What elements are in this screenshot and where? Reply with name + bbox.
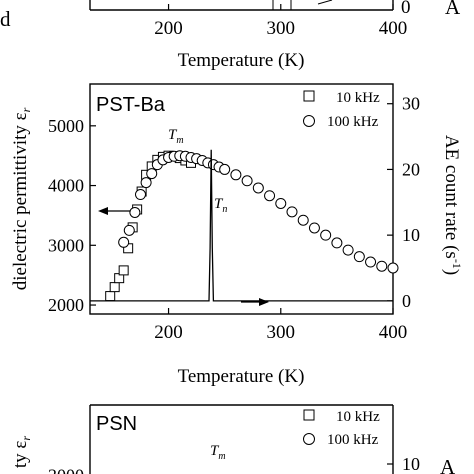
point-100khz-29 <box>342 244 354 256</box>
main-panel-y2-ticks: 0 10 20 30 <box>387 94 420 311</box>
main-panel-frame <box>89 83 394 315</box>
point-100khz-21 <box>252 182 264 194</box>
point-100khz-28 <box>331 237 343 249</box>
main-y-tick-label-0: 2000 <box>48 295 84 315</box>
main-panel: 2000 3000 4000 5000 0 10 20 30 200 300 400 PST-B… <box>10 83 464 387</box>
bottom-legend-marker-100khz <box>303 433 315 445</box>
point-100khz-31 <box>365 256 377 268</box>
bottom-y2-tick-label-0: 10 <box>402 454 420 474</box>
legend-entry-100khz: 100 kHz <box>327 114 379 130</box>
main-panel-y2label-text: AE count rate (s <box>441 135 462 259</box>
point-10khz-0 <box>105 291 116 302</box>
ae-count-rate-line <box>90 149 393 302</box>
top-panel-x-ticks: 200 300 400 <box>154 4 407 39</box>
annotation-tn-letter: T <box>214 196 224 212</box>
main-y2-tick-label-0: 0 <box>402 291 411 311</box>
main-panel-ylabel-subscript: r <box>19 107 33 112</box>
point-10khz-1 <box>109 282 120 293</box>
legend-entry-10khz: 10 kHz <box>336 90 380 106</box>
point-100khz-27 <box>320 229 332 241</box>
point-100khz-22 <box>264 190 276 202</box>
main-x-tick-label-2: 400 <box>379 322 408 343</box>
bottom-panel-y2label-fragment: A <box>440 455 456 474</box>
main-panel-ylabel-text: dielectric permittivity ε <box>10 112 31 290</box>
point-100khz-18 <box>219 163 231 175</box>
point-100khz-19 <box>230 169 242 181</box>
main-panel-y2label: AE count rate (s-1) <box>441 135 464 275</box>
main-x-tick-label-0: 200 <box>154 322 183 343</box>
main-panel-y-ticks: 2000 3000 4000 5000 <box>48 116 96 315</box>
bottom-panel-ylabel-text: ty ε <box>10 441 31 469</box>
main-y-tick-label-3: 5000 <box>48 116 84 136</box>
main-panel-data-points <box>105 150 399 302</box>
top-panel-xlabel: Temperature (K) <box>178 50 305 71</box>
bottom-panel-ylabel-fragment: ty εr <box>10 436 33 469</box>
point-100khz-24 <box>286 206 298 218</box>
main-panel-ylabel: dielectric permittivity εr <box>10 107 33 290</box>
right-axis-arrow <box>241 298 269 306</box>
left-axis-arrow <box>98 207 130 215</box>
main-x-tick-label-1: 300 <box>267 322 296 343</box>
point-100khz-2 <box>129 206 141 218</box>
bottom-annotation-tm: Tm <box>210 443 226 462</box>
point-100khz-26 <box>308 222 320 234</box>
main-y2-tick-label-2: 20 <box>402 159 420 179</box>
point-100khz-0 <box>118 236 130 248</box>
top-panel-ylabel-fragment: d <box>0 7 11 31</box>
point-100khz-4 <box>140 177 152 189</box>
bottom-y-tick-label-0: 3000 <box>48 465 84 474</box>
bottom-panel-ylabel-subscript: r <box>19 436 33 441</box>
annotation-tm: Tm <box>168 127 184 146</box>
top-x-tick-label-0: 200 <box>154 18 183 39</box>
bottom-panel: 3000 10 PSN 10 kHz 100 kHz Tm ty εr A <box>10 404 456 474</box>
annotation-tm-letter: T <box>168 127 178 143</box>
bottom-legend-marker-10khz <box>303 409 315 421</box>
top-panel-y2label-fragment: A <box>445 0 461 19</box>
top-panel-right-tick-label: 0 <box>401 0 411 18</box>
top-x-tick-label-1: 300 <box>267 18 296 39</box>
bottom-annotation-tm-subscript: m <box>218 451 225 462</box>
bottom-annotation-tm-letter: T <box>210 443 220 459</box>
top-panel-ae-mark-c <box>317 0 333 5</box>
point-100khz-3 <box>135 189 146 201</box>
bottom-legend-entry-10khz: 10 kHz <box>336 409 380 425</box>
top-x-tick-label-2: 400 <box>379 18 408 39</box>
main-y-tick-label-2: 4000 <box>48 176 84 196</box>
point-100khz-32 <box>376 260 388 272</box>
point-100khz-33 <box>387 262 399 274</box>
panel-label-pst-ba: PST-Ba <box>96 94 166 116</box>
bottom-legend-entry-100khz: 100 kHz <box>327 432 379 448</box>
main-panel-xlabel: Temperature (K) <box>178 366 305 387</box>
main-panel-y2label-superscript: -1 <box>450 259 464 269</box>
point-100khz-23 <box>275 197 287 209</box>
main-panel-x-ticks: 200 300 400 <box>154 308 407 343</box>
point-100khz-30 <box>353 251 365 263</box>
annotation-tm-subscript: m <box>176 135 183 146</box>
point-100khz-1 <box>123 224 135 236</box>
panel-label-psn: PSN <box>96 413 137 435</box>
top-panel: 200 300 400 0 Temperature (K) d A <box>0 0 461 71</box>
main-panel-y2label-end: ) <box>441 269 462 275</box>
bottom-panel-ticks: 3000 10 <box>48 454 420 474</box>
main-y2-tick-label-1: 10 <box>402 225 420 245</box>
point-10khz-3 <box>118 265 129 276</box>
legend-marker-100khz <box>303 115 315 127</box>
point-100khz-20 <box>241 175 253 187</box>
annotation-tn-subscript: n <box>222 204 227 215</box>
legend-marker-10khz <box>303 90 315 102</box>
main-y2-tick-label-3: 30 <box>402 94 420 114</box>
point-100khz-5 <box>146 168 158 180</box>
annotation-tn: Tn <box>214 196 227 215</box>
point-100khz-25 <box>297 214 309 226</box>
main-y-tick-label-1: 3000 <box>48 235 84 255</box>
